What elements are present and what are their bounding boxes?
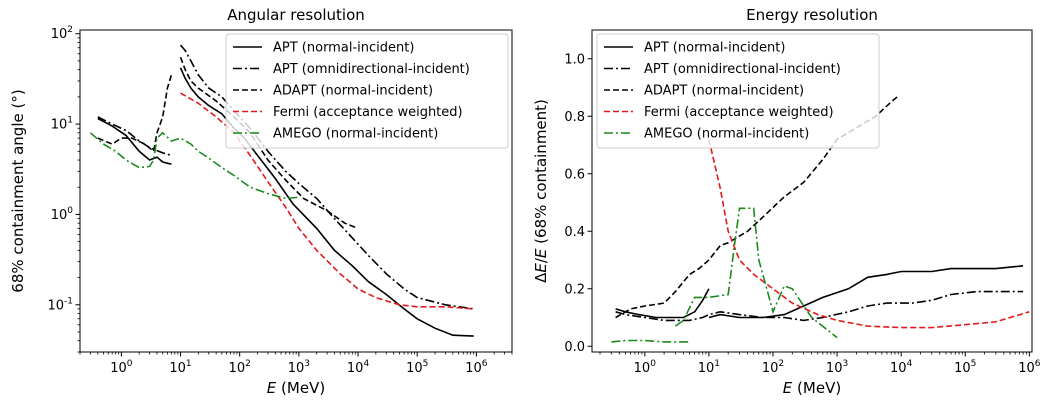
series-fermi-acceptance-weighted-line xyxy=(708,139,1030,329)
angular-x-axis-label: E (MeV) xyxy=(267,379,325,397)
energy-resolution-title: Energy resolution xyxy=(746,6,878,24)
series-amego-normal-incident-line xyxy=(674,207,838,339)
x-tick-label: 100 xyxy=(634,359,657,376)
x-tick-label: 101 xyxy=(698,359,720,376)
legend-label-apt-normal-incident: APT (normal-incident) xyxy=(644,41,785,56)
legend-label-fermi-acceptance-weighted: Fermi (acceptance weighted) xyxy=(273,105,463,120)
legend-label-amego-normal-incident: AMEGO (normal-incident) xyxy=(273,127,438,142)
angular-ticks: 100 101 102 103 104 105 106 10-1 100 101 102 xyxy=(47,25,513,376)
x-tick-label: 103 xyxy=(288,359,310,376)
y-tick-label: 100 xyxy=(51,206,74,223)
angular-resolution-panel: Angular resolution 100 101 102 103 104 105 106… xyxy=(9,6,513,397)
legend-label-apt-omnidirectional-incident: APT (omnidirectional-incident) xyxy=(273,62,470,77)
x-tick-label: 106 xyxy=(1018,359,1041,376)
angular-y-axis-label: 68% containment angle (°) xyxy=(9,89,27,292)
series-apt-omnidirectional-incident-line xyxy=(97,116,172,157)
legend-box xyxy=(596,33,880,149)
x-tick-label: 104 xyxy=(347,359,370,376)
series-adapt-normal-incident-line xyxy=(97,74,173,153)
y-tick-label: 0.4 xyxy=(564,225,585,240)
y-tick-label: 1.0 xyxy=(564,52,585,67)
legend-label-adapt-normal-incident: ADAPT (normal-incident) xyxy=(273,84,433,99)
y-tick-label: 102 xyxy=(51,25,73,42)
legend-label-apt-normal-incident: APT (normal-incident) xyxy=(273,41,414,56)
angular-resolution-title: Angular resolution xyxy=(227,6,365,24)
x-tick-label: 102 xyxy=(762,359,784,376)
y-tick-label: 101 xyxy=(51,116,73,133)
y-tick-label: 0.6 xyxy=(564,167,585,182)
series-apt-omnidirectional-incident-line xyxy=(615,290,1024,322)
y-tick-label: 10-1 xyxy=(47,296,73,313)
x-tick-label: 104 xyxy=(890,359,913,376)
series-amego-normal-incident-line xyxy=(611,339,690,343)
angular-legend: APT (normal-incident) APT (omnidirectiona… xyxy=(225,33,509,149)
energy-legend: APT (normal-incident) APT (omnidirectiona… xyxy=(596,33,880,149)
x-tick-label: 103 xyxy=(826,359,848,376)
series-apt-normal-incident-line xyxy=(179,67,474,337)
legend-label-amego-normal-incident: AMEGO (normal-incident) xyxy=(644,127,809,142)
y-tick-label: 0.0 xyxy=(564,340,585,355)
angular-axes-frame xyxy=(79,29,513,353)
x-tick-label: 101 xyxy=(169,359,191,376)
y-tick-label: 0.8 xyxy=(564,110,585,125)
x-tick-label: 105 xyxy=(954,359,976,376)
x-tick-label: 105 xyxy=(406,359,428,376)
x-tick-label: 106 xyxy=(465,359,488,376)
series-apt-normal-incident-line xyxy=(708,265,1024,319)
y-tick-label: 0.2 xyxy=(564,282,585,297)
legend-label-fermi-acceptance-weighted: Fermi (acceptance weighted) xyxy=(644,105,834,120)
energy-y-axis-label: ΔE/E (68% containment) xyxy=(532,99,550,283)
legend-box xyxy=(225,33,509,149)
series-apt-normal-incident-line xyxy=(615,288,710,319)
energy-resolution-panel: Energy resolution 100 101 102 103 104 105 106 0… xyxy=(532,6,1041,397)
energy-axes-frame xyxy=(591,29,1033,353)
legend-label-apt-omnidirectional-incident: APT (omnidirectional-incident) xyxy=(644,62,841,77)
legend-label-adapt-normal-incident: ADAPT (normal-incident) xyxy=(644,84,804,99)
series-apt-normal-incident-line xyxy=(97,117,172,165)
energy-x-axis-label: E (MeV) xyxy=(783,379,841,397)
series-apt-omnidirectional-incident-line xyxy=(179,44,474,310)
x-tick-label: 100 xyxy=(110,359,133,376)
x-tick-label: 102 xyxy=(229,359,251,376)
series-amego-normal-incident-line xyxy=(89,131,299,200)
series-fermi-acceptance-weighted-line xyxy=(180,92,474,310)
